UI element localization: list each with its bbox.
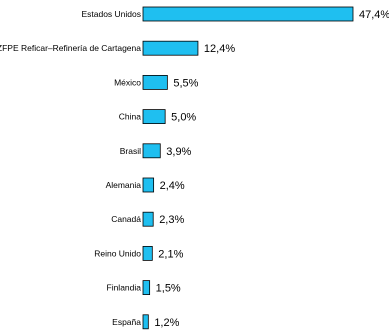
- category-label-2: México: [114, 77, 141, 87]
- bar-2: [142, 75, 168, 90]
- category-label-8: Finlandia: [107, 283, 142, 293]
- category-label-6: Canadá: [111, 214, 141, 224]
- category-label-9: España: [112, 317, 141, 327]
- value-label-5: 2,4%: [160, 180, 185, 192]
- bar-7: [142, 245, 153, 261]
- value-label-2: 5,5%: [173, 77, 198, 89]
- category-label-4: Brasil: [120, 146, 141, 156]
- bar-3: [142, 109, 166, 124]
- value-label-3: 5,0%: [171, 112, 196, 124]
- bar-6: [142, 211, 154, 227]
- bar-1: [142, 40, 199, 56]
- value-label-4: 3,9%: [166, 146, 191, 158]
- bar-4: [142, 143, 161, 159]
- value-label-7: 2,1%: [158, 248, 183, 260]
- bar-5: [142, 177, 155, 193]
- category-label-7: Reino Unido: [94, 248, 141, 258]
- value-label-6: 2,3%: [159, 214, 184, 226]
- value-label-0: 47,4%: [359, 9, 389, 21]
- value-label-1: 12,4%: [204, 43, 235, 55]
- value-label-8: 1,5%: [156, 283, 181, 295]
- category-label-1: ZFPE Reficar–Refinería de Cartagena: [0, 43, 141, 53]
- value-label-9: 1,2%: [154, 317, 179, 329]
- category-label-3: China: [119, 112, 141, 122]
- category-label-0: Estados Unidos: [81, 9, 141, 19]
- bars-layer: Estados Unidos 47,4% ZFPE Reficar–Refinerí…: [0, 6, 389, 330]
- bar-0: [142, 6, 354, 22]
- category-label-5: Alemania: [106, 180, 142, 190]
- bar-8: [142, 280, 151, 296]
- bar-9: [142, 314, 149, 330]
